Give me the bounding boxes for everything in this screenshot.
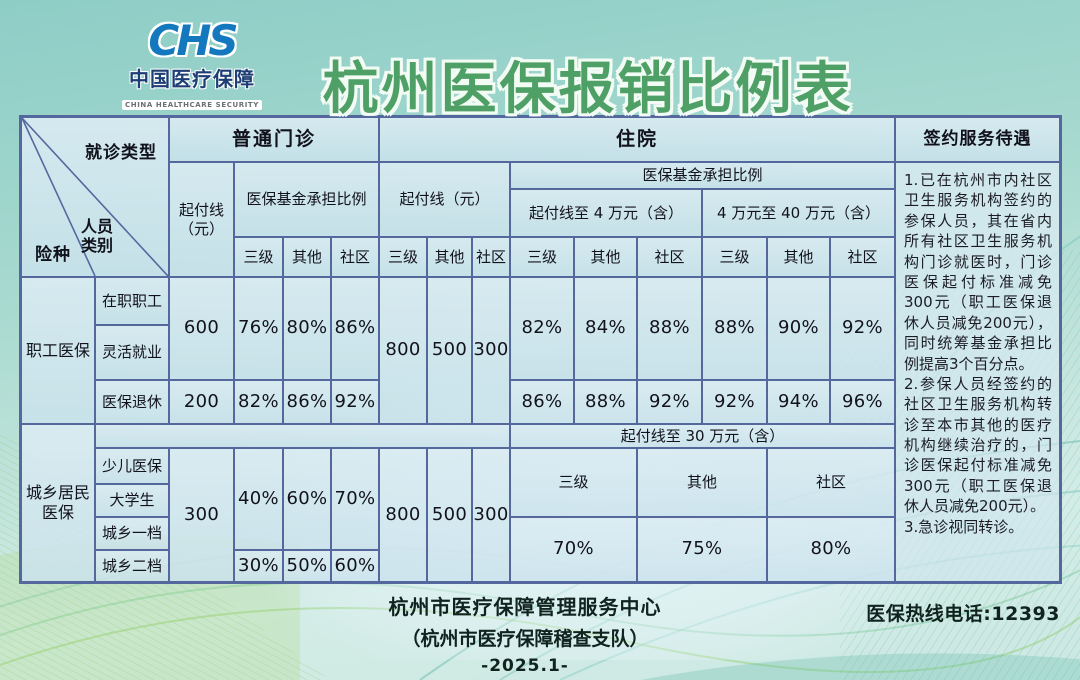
header-tier2-level-tier3: 三级 bbox=[702, 237, 767, 277]
emp-ip-deductible-tier3: 800 bbox=[379, 277, 427, 424]
page-title: 杭州医保报销比例表 bbox=[322, 56, 854, 122]
hotline-number: 医保热线电话:12393 bbox=[866, 603, 1060, 625]
res-op-lower-community: 60% bbox=[331, 550, 379, 582]
res-op-upper-tier3: 40% bbox=[234, 448, 283, 550]
emp-ip-retired-t2-tier3: 92% bbox=[702, 380, 767, 424]
chs-logo: CHS 中国医疗保障 CHINA HEALTHCARE SECURITY bbox=[116, 20, 268, 111]
header-ipded-level-community: 社区 bbox=[472, 237, 510, 277]
header-inpatient: 住院 bbox=[379, 117, 895, 162]
res-op-upper-other: 60% bbox=[283, 448, 331, 550]
emp-ip-active-t2-other: 90% bbox=[767, 277, 830, 380]
header-ip-tier2: 4 万元至 40 万元（含） bbox=[702, 189, 895, 237]
res-op-deductible: 300 bbox=[169, 448, 234, 582]
row-label-urban-tier1: 城乡一档 bbox=[95, 517, 169, 550]
emp-ip-retired-t2-community: 96% bbox=[830, 380, 895, 424]
footer-org-name: 杭州市医疗保障管理服务中心 bbox=[388, 595, 662, 619]
corner-insurance-type-label: 险种 bbox=[35, 244, 71, 265]
reimbursement-table: 就诊类型 人员 类别 险种 普通门诊 住院 签约服务待遇 起付线 （元） 医保基… bbox=[19, 115, 1062, 584]
res-ip-value-tier3: 70% bbox=[510, 517, 637, 582]
res-op-lower-tier3: 30% bbox=[234, 550, 283, 582]
res-ip-deductible-community: 300 bbox=[472, 448, 510, 582]
emp-op-active-other: 80% bbox=[283, 277, 331, 380]
res-ip-level-other: 其他 bbox=[637, 448, 767, 517]
footer-organization-block: 杭州市医疗保障管理服务中心 （杭州市医疗保障稽查支队） -2025.1- bbox=[315, 591, 735, 676]
header-op-deductible: 起付线 （元） bbox=[169, 162, 234, 277]
emp-op-deductible-active: 600 bbox=[169, 277, 234, 380]
emp-op-deductible-retired: 200 bbox=[169, 380, 234, 424]
emp-op-active-community: 86% bbox=[331, 277, 379, 380]
section-employee-label: 职工医保 bbox=[21, 277, 95, 424]
logo-cn-text: 中国医疗保障 bbox=[129, 67, 255, 91]
emp-ip-retired-t1-tier3: 86% bbox=[510, 380, 574, 424]
header-ip-tier1: 起付线至 4 万元（含） bbox=[510, 189, 702, 237]
emp-ip-active-t1-tier3: 82% bbox=[510, 277, 574, 380]
emp-op-retired-tier3: 82% bbox=[234, 380, 283, 424]
header-ip-fund-ratio: 医保基金承担比例 bbox=[510, 162, 895, 189]
emp-ip-active-t1-other: 84% bbox=[574, 277, 637, 380]
row-label-children: 少儿医保 bbox=[95, 448, 169, 484]
corner-cell: 就诊类型 人员 类别 险种 bbox=[21, 117, 169, 277]
res-ip-value-other: 75% bbox=[637, 517, 767, 582]
emp-ip-retired-t2-other: 94% bbox=[767, 380, 830, 424]
corner-person-type-label: 人员 类别 bbox=[81, 217, 114, 256]
header-ip-tier30: 起付线至 30 万元（含） bbox=[510, 424, 895, 448]
header-ipded-level-tier3: 三级 bbox=[379, 237, 427, 277]
row-label-flexible-employment: 灵活就业 bbox=[95, 325, 169, 380]
header-op-level-community: 社区 bbox=[331, 237, 379, 277]
row-label-student: 大学生 bbox=[95, 484, 169, 517]
emp-ip-retired-t1-other: 88% bbox=[574, 380, 637, 424]
header-op-fund-ratio: 医保基金承担比例 bbox=[234, 162, 379, 237]
res-ip-deductible-tier3: 800 bbox=[379, 448, 427, 582]
emp-ip-active-t2-community: 92% bbox=[830, 277, 895, 380]
header-tier2-level-community: 社区 bbox=[830, 237, 895, 277]
corner-visit-type-label: 就诊类型 bbox=[85, 143, 157, 163]
res-op-upper-community: 70% bbox=[331, 448, 379, 550]
emp-op-retired-other: 86% bbox=[283, 380, 331, 424]
footer-branch-name: （杭州市医疗保障稽查支队） bbox=[401, 628, 649, 650]
res-ip-level-community: 社区 bbox=[767, 448, 895, 517]
header-outpatient: 普通门诊 bbox=[169, 117, 379, 162]
emp-ip-deductible-other: 500 bbox=[427, 277, 472, 424]
res-ip-value-community: 80% bbox=[767, 517, 895, 582]
header-tier2-level-other: 其他 bbox=[767, 237, 830, 277]
header-tier1-level-other: 其他 bbox=[574, 237, 637, 277]
header-contract-services: 签约服务待遇 bbox=[895, 117, 1060, 162]
resident-empty-cell bbox=[95, 424, 510, 448]
logo-abbr-text: CHS bbox=[148, 16, 238, 65]
contract-services-notes: 1.已在杭州市内社区卫生服务机构签约的参保人员，其在省内所有社区卫生服务机构门诊… bbox=[895, 162, 1060, 582]
emp-ip-deductible-community: 300 bbox=[472, 277, 510, 424]
row-label-active-employee: 在职职工 bbox=[95, 277, 169, 325]
res-ip-level-tier3: 三级 bbox=[510, 448, 637, 517]
emp-ip-active-t2-tier3: 88% bbox=[702, 277, 767, 380]
res-ip-deductible-other: 500 bbox=[427, 448, 472, 582]
row-label-retired: 医保退休 bbox=[95, 380, 169, 424]
note-3: 3.急诊视同转诊。 bbox=[904, 517, 1024, 536]
emp-op-retired-community: 92% bbox=[331, 380, 379, 424]
emp-ip-active-t1-community: 88% bbox=[637, 277, 702, 380]
footer-date: -2025.1- bbox=[481, 656, 569, 676]
section-resident-label: 城乡居民 医保 bbox=[21, 424, 95, 582]
header-op-level-other: 其他 bbox=[283, 237, 331, 277]
header-op-level-tier3: 三级 bbox=[234, 237, 283, 277]
note-2: 2.参保人员经签约的社区卫生服务机构转诊至本市其他的医疗机构继续治疗的，门诊医保… bbox=[904, 374, 1052, 516]
header-ip-deductible: 起付线（元） bbox=[379, 162, 510, 237]
emp-op-active-tier3: 76% bbox=[234, 277, 283, 380]
emp-ip-retired-t1-community: 92% bbox=[637, 380, 702, 424]
res-op-lower-other: 50% bbox=[283, 550, 331, 582]
diagonal-divider bbox=[22, 118, 168, 276]
header-tier1-level-community: 社区 bbox=[637, 237, 702, 277]
note-1: 1.已在杭州市内社区卫生服务机构签约的参保人员，其在省内所有社区卫生服务机构门诊… bbox=[904, 171, 1052, 373]
header-tier1-level-tier3: 三级 bbox=[510, 237, 574, 277]
header-ipded-level-other: 其他 bbox=[427, 237, 472, 277]
logo-en-text: CHINA HEALTHCARE SECURITY bbox=[122, 100, 262, 110]
row-label-urban-tier2: 城乡二档 bbox=[95, 550, 169, 582]
